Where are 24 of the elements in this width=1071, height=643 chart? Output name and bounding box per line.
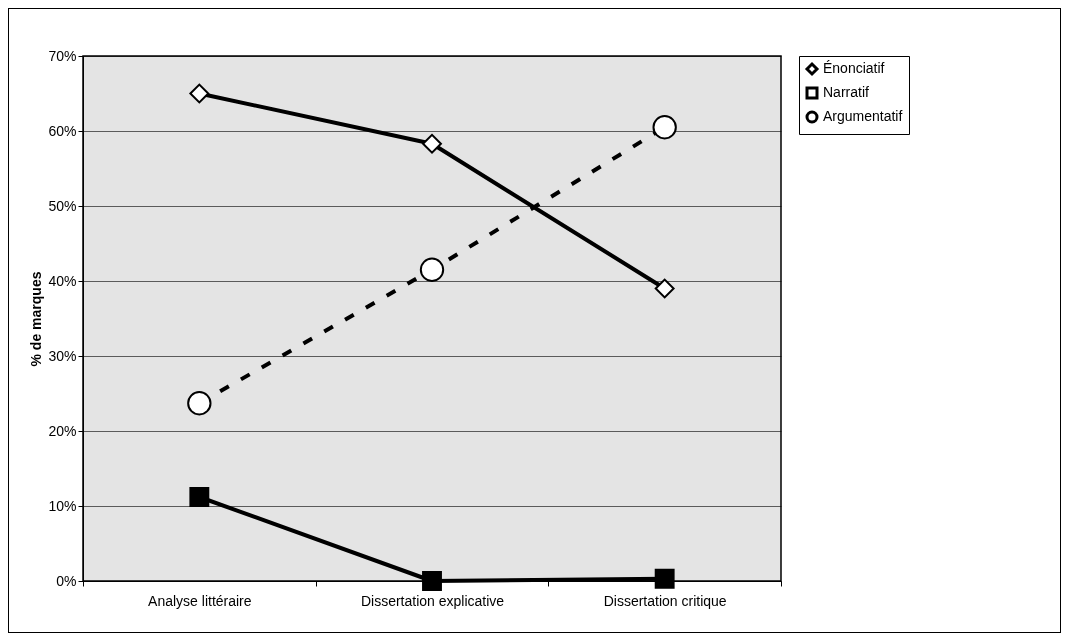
legend-label: Narratif [823,84,870,100]
point [654,568,675,589]
point [422,571,442,591]
y-tick-label: 0% [56,572,77,589]
y-tick-label: 50% [48,197,77,214]
point [652,115,677,140]
point [422,133,442,154]
y-tick-label: 70% [48,47,77,64]
y-tick-label: 10% [48,497,77,514]
point [189,83,210,104]
y-axis-title: % de marques [28,271,45,367]
point [187,391,212,416]
point [654,278,675,299]
point [189,487,210,507]
x-tick-label: Dissertation explicative [360,592,505,609]
point [419,257,445,282]
x-tick-label: Analyse littéraire [148,592,252,609]
legend-label: Argumentatif [823,108,903,124]
y-tick-label: 40% [48,272,77,289]
y-tick-label: 60% [48,122,77,139]
y-tick-label: 30% [48,347,77,364]
y-tick-label: 20% [48,422,77,439]
legend-label: Énonciatif [823,60,885,76]
x-tick-label: Dissertation critique [603,592,727,609]
